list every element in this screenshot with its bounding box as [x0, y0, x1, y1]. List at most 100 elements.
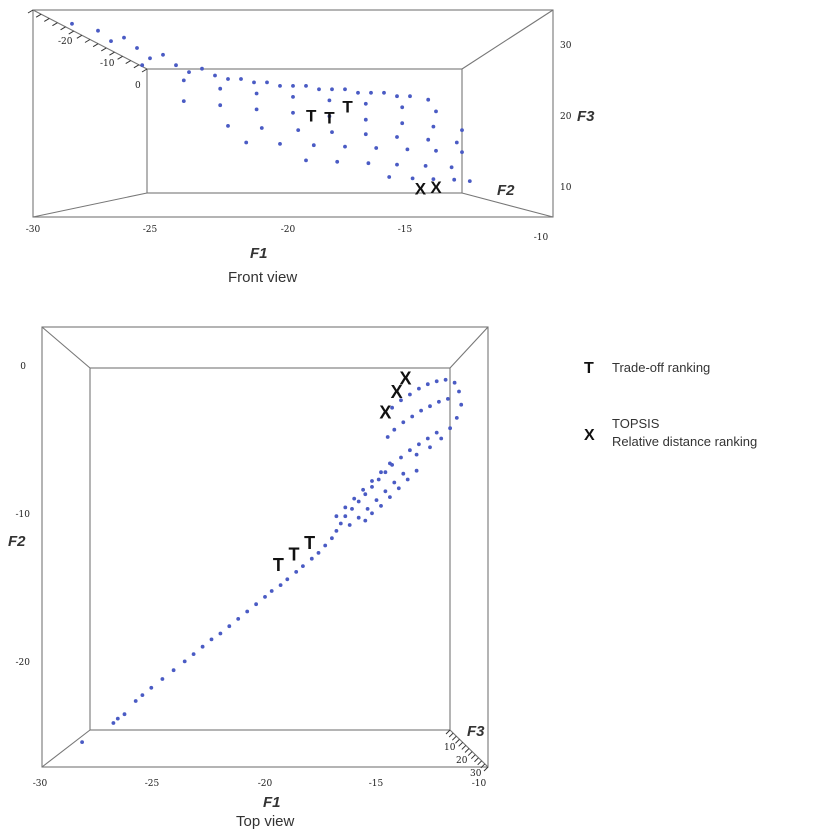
data-point — [426, 97, 431, 102]
data-point — [366, 161, 371, 166]
data-point — [363, 518, 368, 523]
data-point — [428, 445, 432, 450]
front-y-tick: 10 — [560, 183, 572, 193]
data-point — [392, 480, 397, 485]
data-point — [399, 398, 403, 403]
top-outer-box — [41, 326, 489, 768]
front-annotations: T TTX X — [306, 97, 442, 198]
data-point — [291, 84, 295, 88]
data-point — [236, 617, 241, 621]
depth-tick-mark — [448, 732, 454, 738]
depth-tick-mark — [483, 766, 489, 772]
front-y-label: F3 — [577, 108, 595, 125]
tradeoff-marker: T — [342, 97, 353, 116]
data-point — [408, 392, 412, 397]
front-depth-tick: 0 — [135, 81, 141, 91]
data-point — [343, 505, 348, 510]
depth-tick-mark — [52, 22, 58, 27]
depth-tick-mark — [84, 39, 91, 43]
front-edge-bl — [32, 192, 148, 218]
data-point — [226, 124, 230, 128]
data-point — [379, 504, 383, 508]
data-point — [327, 114, 332, 119]
depth-tick-mark — [60, 26, 66, 31]
data-point — [425, 436, 430, 441]
data-point — [388, 495, 392, 499]
front-x-tick: -25 — [143, 225, 158, 235]
data-point — [209, 637, 214, 642]
topsis-marker: X — [399, 369, 411, 389]
legend-label-topsis-sub: Relative distance ranking — [612, 434, 757, 449]
data-point — [254, 107, 259, 112]
data-point — [191, 652, 196, 656]
data-point — [401, 420, 406, 425]
data-point — [370, 485, 374, 489]
data-point — [370, 479, 374, 483]
depth-tick-mark — [101, 47, 107, 52]
data-point — [115, 716, 120, 721]
depth-tick-mark — [470, 754, 476, 760]
data-point — [400, 105, 405, 110]
depth-tick-mark — [92, 43, 99, 48]
data-point — [434, 109, 438, 114]
data-point — [431, 177, 436, 182]
front-outer-box — [32, 9, 554, 218]
data-point — [374, 498, 379, 502]
depth-tick-mark — [68, 30, 74, 35]
data-point — [122, 712, 127, 717]
data-point — [390, 463, 394, 467]
data-point — [363, 132, 368, 137]
data-point — [448, 426, 452, 431]
data-point — [417, 386, 421, 391]
depth-tick-mark — [117, 55, 123, 60]
front-depth-tick: -20 — [58, 37, 73, 47]
front-points — [70, 21, 472, 184]
data-point — [254, 91, 259, 96]
data-point — [122, 35, 126, 40]
data-point — [457, 389, 461, 394]
data-point — [335, 159, 340, 164]
depth-tick-mark — [141, 68, 148, 73]
depth-tick-mark — [27, 9, 34, 14]
tradeoff-marker: T — [289, 545, 300, 565]
data-point — [278, 142, 282, 146]
data-point — [454, 140, 459, 145]
data-point — [352, 496, 357, 501]
data-point — [452, 380, 457, 385]
depth-tick-mark — [464, 748, 470, 753]
data-point — [431, 124, 436, 129]
data-point — [148, 56, 152, 61]
data-point — [244, 140, 249, 145]
data-point — [401, 471, 406, 476]
data-point — [140, 63, 145, 68]
data-point — [425, 382, 430, 387]
data-point — [356, 90, 360, 95]
data-point — [218, 631, 223, 636]
top-y-tick: -20 — [16, 658, 31, 668]
data-point — [239, 77, 243, 81]
top-depth-tick: 30 — [470, 769, 482, 779]
top-edge-bl — [41, 729, 91, 768]
legend-label-tradeoff: Trade-off ranking — [612, 360, 710, 375]
data-point — [376, 477, 381, 482]
data-point — [140, 693, 145, 697]
top-depth-tick: 20 — [456, 756, 468, 766]
topsis-marker: X — [379, 402, 391, 422]
data-point — [408, 448, 412, 453]
top-depth-label: F3 — [467, 723, 485, 740]
data-point — [213, 73, 217, 78]
data-point — [334, 529, 339, 533]
data-point — [265, 80, 269, 85]
data-point — [330, 130, 334, 135]
top-inner-face — [89, 367, 451, 731]
data-point — [467, 179, 472, 184]
data-point — [304, 158, 308, 163]
data-point — [408, 94, 412, 99]
tradeoff-marker: T — [324, 108, 335, 127]
data-point — [330, 536, 334, 541]
data-point — [343, 87, 347, 92]
data-point — [181, 78, 186, 83]
topsis-marker: X — [391, 382, 403, 402]
